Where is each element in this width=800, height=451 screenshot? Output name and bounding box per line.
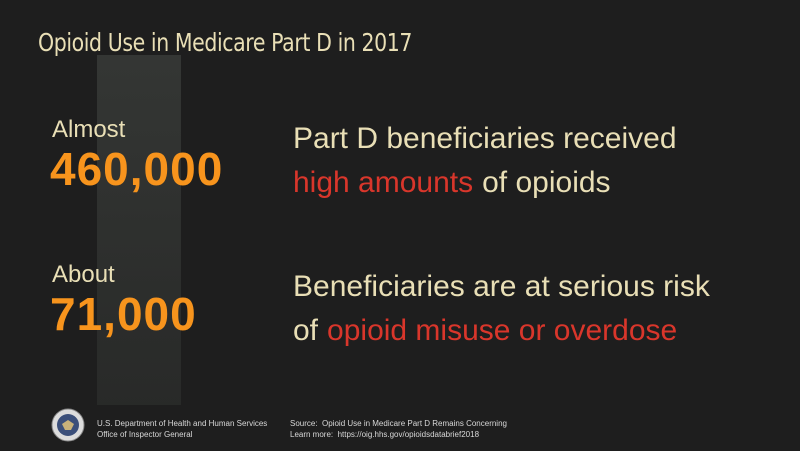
highlight: opioid misuse or overdose	[327, 314, 678, 347]
stat-text: Beneficiaries are at serious risk	[293, 270, 710, 303]
stat-text: Part D beneficiaries received	[293, 122, 677, 155]
qualifier: About	[52, 261, 115, 288]
highlight: high amounts	[293, 166, 474, 199]
stat-number: 460,000	[50, 143, 224, 195]
learn-more: Learn more: https://oig.hhs.gov/opioidsd…	[290, 430, 480, 439]
background-stripe	[97, 55, 181, 405]
qualifier: Almost	[52, 116, 126, 143]
title: Opioid Use in Medicare Part D in 2017	[38, 28, 413, 57]
agency: U.S. Department of Health and Human Serv…	[97, 419, 268, 428]
stat-text-line: of opioid misuse or overdose	[293, 314, 677, 348]
stat-text-line: high amounts of opioids	[293, 166, 611, 200]
stat-number: 71,000	[50, 288, 197, 340]
stat-text: of	[293, 314, 319, 347]
hhs-seal	[51, 408, 85, 442]
agency: Office of Inspector General	[97, 430, 193, 439]
source: Source: Opioid Use in Medicare Part D Re…	[290, 419, 507, 428]
stat-text: of opioids	[482, 166, 611, 199]
